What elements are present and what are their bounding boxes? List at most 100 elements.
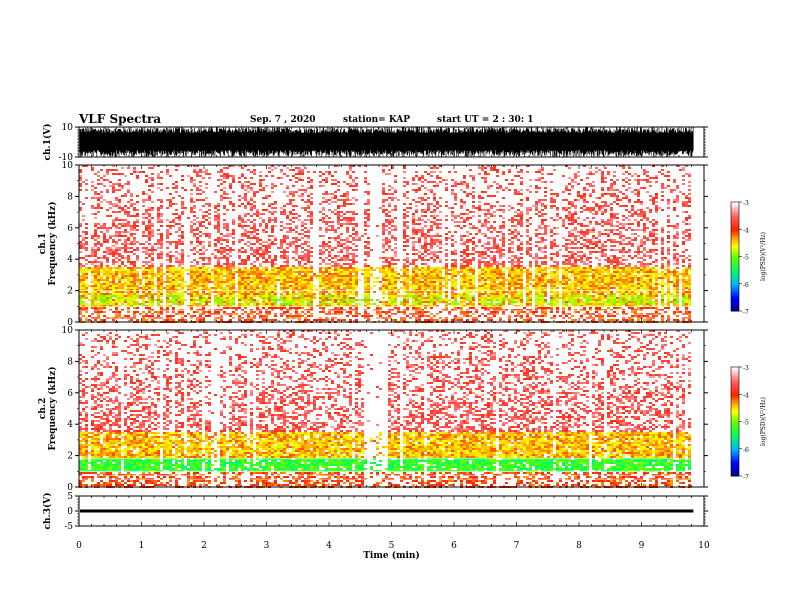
spectrogram-cell (244, 249, 247, 251)
spectrogram-cell (169, 199, 172, 201)
spectrogram-cell (325, 221, 328, 223)
spectrogram-cell (436, 271, 439, 273)
spectrogram-cell (214, 215, 217, 217)
spectrogram-cell (427, 315, 430, 317)
spectrogram-cell (280, 287, 283, 289)
spectrogram-cell (181, 255, 184, 257)
spectrogram-cell (217, 257, 220, 259)
spectrogram-cell (112, 263, 115, 265)
spectrogram-cell (169, 201, 172, 203)
spectrogram-cell (160, 287, 163, 289)
spectrogram-cell (130, 195, 133, 197)
spectrogram-cell (304, 191, 307, 193)
spectrogram-cell (271, 295, 274, 297)
spectrogram-cell (133, 209, 136, 211)
spectrogram-cell (196, 239, 199, 241)
spectrogram-cell (181, 269, 184, 271)
spectrogram-cell (334, 293, 337, 295)
spectrogram-cell (319, 301, 322, 303)
spectrogram-cell (208, 279, 211, 281)
spectrogram-cell (337, 255, 340, 257)
spectrogram-cell (115, 267, 118, 269)
spectrogram-cell (115, 197, 118, 199)
spectrogram-cell (166, 301, 169, 303)
spectrogram-cell (109, 267, 112, 269)
spectrogram-cell (259, 183, 262, 185)
spectrogram-cell (418, 179, 421, 181)
spectrogram-cell (241, 297, 244, 299)
spectrogram-cell (190, 273, 193, 275)
spectrogram-cell (415, 299, 418, 301)
spectrogram-cell (115, 303, 118, 305)
spectrogram-cell (217, 303, 220, 305)
spectrogram-cell (463, 201, 466, 203)
spectrogram-cell (262, 253, 265, 255)
spectrogram-cell (157, 271, 160, 273)
spectrogram-cell (454, 251, 457, 253)
spectrogram-cell (376, 299, 379, 301)
spectrogram-cell (217, 213, 220, 215)
spectrogram-cell (247, 235, 250, 237)
spectrogram-cell (109, 303, 112, 305)
spectrogram-cell (466, 235, 469, 237)
spectrogram-cell (151, 257, 154, 259)
spectrogram-cell (394, 293, 397, 295)
spectrogram-cell (346, 303, 349, 305)
spectrogram-cell (160, 311, 163, 313)
spectrogram-cell (262, 231, 265, 233)
spectrogram-cell (451, 215, 454, 217)
spectrogram-cell (334, 283, 337, 285)
spectrogram-cell (271, 185, 274, 187)
spectrogram-cell (175, 181, 178, 183)
spectrogram-cell (259, 223, 262, 225)
spectrogram-cell (148, 255, 151, 257)
spectrogram-cell (262, 209, 265, 211)
spectrogram-cell (463, 261, 466, 263)
spectrogram-cell (238, 223, 241, 225)
spectrogram-cell (106, 297, 109, 299)
spectrogram-cell (238, 283, 241, 285)
spectrogram-cell (262, 261, 265, 263)
spectrogram-cell (226, 227, 229, 229)
spectrogram-cell (226, 271, 229, 273)
spectrogram-cell (289, 267, 292, 269)
spectrogram-cell (103, 235, 106, 237)
spectrogram-cell (340, 225, 343, 227)
spectrogram-cell (127, 223, 130, 225)
spectrogram-cell (364, 191, 367, 193)
spectrogram-cell (127, 237, 130, 239)
spectrogram-cell (91, 261, 94, 263)
spectrogram-cell (322, 277, 325, 279)
spectrogram-cell (205, 281, 208, 283)
spectrogram-cell (310, 211, 313, 213)
spectrogram-cell (421, 231, 424, 233)
spectrogram-cell (457, 271, 460, 273)
spectrogram-cell (97, 223, 100, 225)
spectrogram-cell (406, 221, 409, 223)
spectrogram-cell (127, 271, 130, 273)
spectrogram-cell (151, 279, 154, 281)
spectrogram-cell (121, 267, 124, 269)
spectrogram-cell (346, 199, 349, 201)
spectrogram-cell (322, 245, 325, 247)
spectrogram-cell (367, 225, 370, 227)
spectrogram-cell (85, 307, 88, 309)
spectrogram-cell (367, 275, 370, 277)
spectrogram-cell (292, 303, 295, 305)
spectrogram-cell (124, 315, 127, 317)
spectrogram-cell (412, 295, 415, 297)
spectrogram-cell (145, 199, 148, 201)
spectrogram-cell (403, 291, 406, 293)
spectrogram-cell (289, 193, 292, 195)
spectrogram-cell (124, 295, 127, 297)
spectrogram-cell (412, 281, 415, 283)
spectrogram-cell (208, 277, 211, 279)
spectrogram-cell (406, 299, 409, 301)
spectrogram-cell (424, 193, 427, 195)
spectrogram-cell (160, 235, 163, 237)
spectrogram-cell (121, 173, 124, 175)
spectrogram-cell (187, 217, 190, 219)
spectrogram-cell (340, 297, 343, 299)
spectrogram-cell (337, 189, 340, 191)
spectrogram-cell (175, 213, 178, 215)
